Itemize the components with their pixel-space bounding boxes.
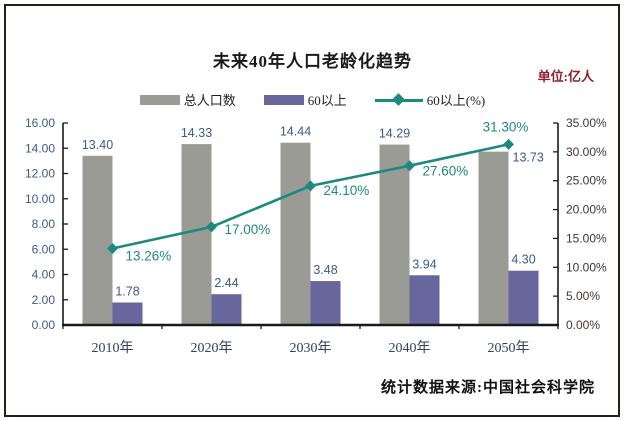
- total-value-label: 14.33: [181, 126, 212, 140]
- trend-value-label: 27.60%: [423, 164, 469, 179]
- bar-total: [82, 155, 113, 325]
- right-axis-tick-label: 35.00%: [566, 116, 607, 130]
- category-label: 2030年: [290, 340, 332, 356]
- legend-label-total: 总人口数: [183, 93, 236, 108]
- legend-item-trend: 60以上(%): [374, 90, 486, 109]
- trend-point: [503, 138, 514, 150]
- legend-item-aged: 60以上: [263, 90, 347, 109]
- right-axis-tick-label: 10.00%: [566, 260, 607, 274]
- aged-value-label: 2.44: [214, 276, 238, 290]
- total-value-label: 13.73: [513, 151, 544, 165]
- trend-value-label: 17.00%: [225, 222, 271, 237]
- trend-value-label: 24.10%: [324, 183, 370, 198]
- left-axis-tick-label: 12.00: [25, 167, 55, 181]
- right-axis-tick-label: 25.00%: [566, 174, 607, 188]
- bar-aged: [211, 294, 242, 325]
- legend: 总人口数 60以上 60以上(%): [0, 90, 625, 109]
- right-axis-tick-label: 20.00%: [566, 203, 607, 217]
- chart-title: 未来40年人口老龄化趋势: [213, 52, 412, 71]
- right-axis-tick-label: 30.00%: [566, 145, 607, 159]
- left-axis-tick-label: 6.00: [32, 242, 56, 256]
- bar-total: [478, 151, 509, 325]
- total-bar-swatch: [139, 94, 180, 105]
- source-note: 统计数据来源:中国社会科学院: [381, 380, 595, 396]
- right-axis-tick-label: 0.00%: [566, 318, 600, 332]
- bar-total: [181, 144, 212, 325]
- trend-value-label: 13.26%: [126, 248, 172, 263]
- bar-total: [379, 144, 410, 325]
- trend-point: [404, 160, 415, 172]
- left-axis-tick-label: 16.00: [25, 116, 55, 130]
- legend-item-total: 总人口数: [139, 90, 236, 109]
- left-axis-tick-label: 0.00: [32, 318, 56, 332]
- bar-aged: [508, 270, 539, 325]
- right-axis-tick-label: 15.00%: [566, 231, 607, 245]
- aged-bar-swatch: [263, 94, 304, 105]
- aged-value-label: 3.94: [412, 257, 436, 271]
- category-label: 2040年: [389, 340, 431, 356]
- legend-label-trend: 60以上(%): [426, 93, 486, 108]
- left-axis-tick-label: 14.00: [25, 141, 55, 155]
- trend-line-swatch: [374, 92, 423, 106]
- aged-value-label: 3.48: [313, 263, 337, 277]
- left-axis-tick-label: 4.00: [32, 268, 56, 282]
- legend-label-aged: 60以上: [307, 93, 347, 108]
- category-label: 2020年: [191, 340, 233, 356]
- aged-value-label: 4.30: [511, 253, 535, 267]
- left-axis-tick-label: 2.00: [32, 293, 56, 307]
- unit-label: 单位:亿人: [537, 69, 594, 84]
- trend-point: [107, 242, 118, 254]
- right-axis-tick-label: 5.00%: [566, 289, 600, 303]
- total-value-label: 13.40: [82, 138, 113, 152]
- total-value-label: 14.44: [280, 125, 311, 139]
- left-axis-tick-label: 8.00: [32, 217, 56, 231]
- total-value-label: 14.29: [379, 127, 410, 141]
- bar-total: [280, 142, 311, 325]
- category-label: 2050年: [488, 340, 530, 356]
- left-axis-tick-label: 10.00: [25, 192, 55, 206]
- trend-value-label: 31.30%: [483, 119, 529, 134]
- aged-value-label: 1.78: [115, 285, 139, 299]
- trend-point: [305, 180, 316, 192]
- bar-aged: [310, 281, 341, 325]
- bar-aged: [112, 302, 143, 325]
- bar-aged: [409, 275, 440, 325]
- trend-point: [206, 221, 217, 233]
- category-label: 2010年: [92, 340, 134, 356]
